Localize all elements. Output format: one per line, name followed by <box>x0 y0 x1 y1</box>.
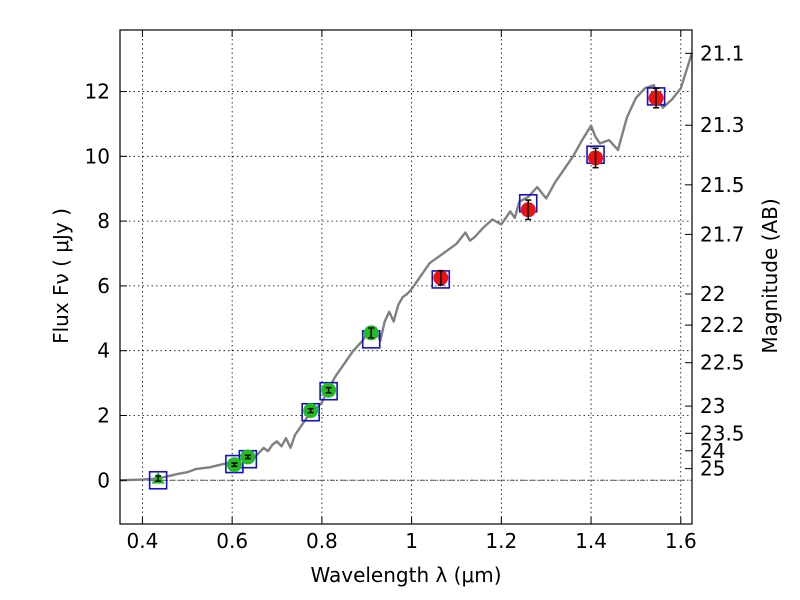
x-tick-label: 1 <box>405 529 418 553</box>
y-tick-label: 2 <box>97 403 110 427</box>
magnitude-tick-label: 24 <box>700 439 725 463</box>
y-tick-label: 6 <box>97 274 110 298</box>
model-photometry-box <box>319 381 338 401</box>
x-tick-label: 0.6 <box>216 529 248 553</box>
magnitude-tick-label: 23 <box>700 394 725 418</box>
y-tick-label: 4 <box>97 339 110 363</box>
magnitude-tick-label: 22 <box>700 282 725 306</box>
x-tick-label: 1.6 <box>665 529 697 553</box>
y-tick-label: 8 <box>97 209 110 233</box>
y-axis-ticks: 0 2 4 6 8 10 12 <box>85 80 127 492</box>
y-tick-label: 0 <box>97 468 110 492</box>
observed-photometry-points <box>151 87 664 484</box>
magnitude-tick-label: 21.5 <box>700 173 745 197</box>
magnitude-tick-label: 21.1 <box>700 41 745 65</box>
magnitude-tick-label: 22.2 <box>700 313 745 337</box>
grid <box>120 30 692 524</box>
x-tick-label: 1.4 <box>575 529 607 553</box>
y-axis-label: Flux Fν ( μJy ) <box>49 208 73 344</box>
right-axis-label: Magnitude (AB) <box>758 198 782 353</box>
plot-frame <box>119 29 693 525</box>
x-tick-label: 1.2 <box>485 529 517 553</box>
x-axis-ticks: 0.4 0.6 0.8 1 1.2 1.4 1.6 <box>127 30 697 553</box>
model-photometry-box <box>225 454 244 474</box>
magnitude-tick-label: 21.7 <box>700 222 745 246</box>
model-spectrum-line <box>119 52 694 482</box>
magnitude-tick-label: 21.3 <box>700 113 745 137</box>
model-photometry-boxes <box>148 87 666 490</box>
x-tick-label: 0.8 <box>306 529 338 553</box>
magnitude-tick-label: 25 <box>700 457 725 481</box>
x-axis-label: Wavelength λ (μm) <box>310 563 501 587</box>
x-tick-label: 0.4 <box>127 529 159 553</box>
magnitude-tick-label: 22.5 <box>700 351 745 375</box>
y-tick-label: 12 <box>85 80 110 104</box>
y-tick-label: 10 <box>85 144 110 168</box>
magnitude-tick-label: 23.5 <box>700 421 745 445</box>
